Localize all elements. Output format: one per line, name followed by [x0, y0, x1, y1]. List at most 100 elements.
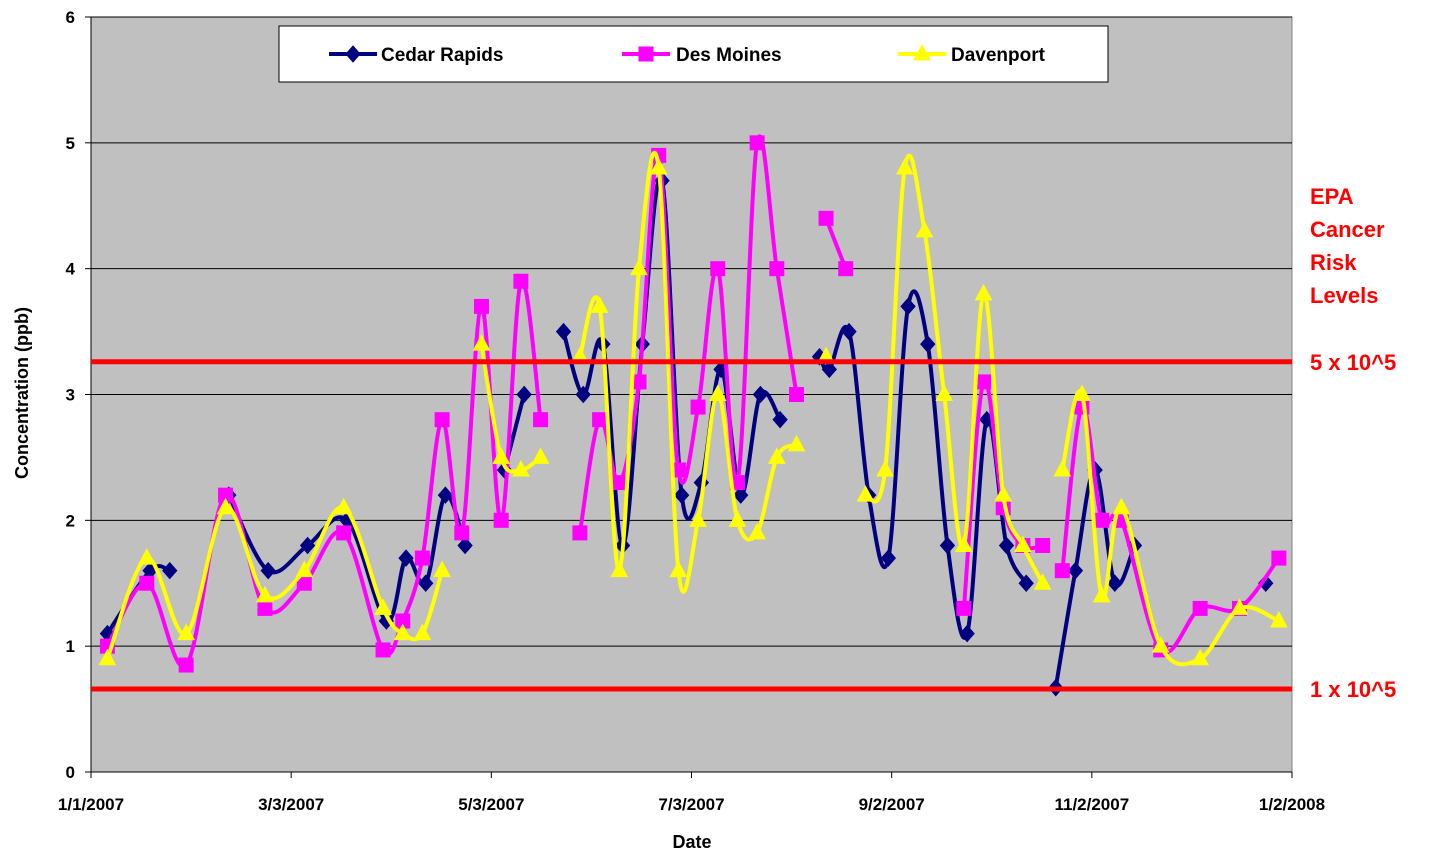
- data-point-cedar-rapids: [457, 536, 473, 555]
- data-point-cedar-rapids: [920, 335, 936, 353]
- data-point-davenport: [334, 497, 353, 515]
- data-point-des-moines: [572, 525, 588, 541]
- data-point-davenport: [974, 283, 993, 301]
- legend-label-cedar-rapids: Cedar Rapids: [381, 45, 503, 66]
- legend-marker-des-moines: [638, 46, 654, 62]
- data-point-cedar-rapids: [516, 385, 532, 404]
- data-point-davenport: [1092, 585, 1111, 603]
- x-tick-label: 7/3/2007: [658, 795, 724, 814]
- data-point-des-moines: [1054, 563, 1070, 579]
- data-point-davenport: [1014, 535, 1032, 552]
- risk-level-label: 1 x 10^5: [1310, 677, 1396, 702]
- legend-marker-cedar-rapids: [345, 45, 361, 63]
- annotation-line-3: Risk: [1310, 250, 1357, 275]
- data-point-cedar-rapids: [1067, 561, 1084, 580]
- data-point-des-moines: [375, 642, 391, 658]
- data-point-des-moines: [1035, 538, 1051, 553]
- data-point-des-moines: [976, 374, 992, 390]
- data-point-des-moines: [178, 657, 194, 673]
- data-point-davenport: [492, 447, 511, 464]
- data-point-des-moines: [1094, 512, 1110, 528]
- data-point-davenport: [256, 585, 274, 603]
- data-point-des-moines: [513, 273, 529, 289]
- data-point-davenport: [748, 522, 766, 540]
- data-point-davenport: [630, 258, 648, 276]
- data-point-des-moines: [139, 575, 155, 591]
- data-point-cedar-rapids: [939, 536, 956, 555]
- y-tick-label: 6: [66, 8, 75, 27]
- data-point-cedar-rapids: [162, 561, 178, 580]
- data-point-davenport: [955, 535, 973, 552]
- data-point-des-moines: [818, 210, 834, 226]
- y-tick-label: 5: [66, 134, 75, 153]
- data-point-davenport: [472, 334, 491, 351]
- data-point-davenport: [1053, 459, 1072, 477]
- legend-box: [278, 25, 1109, 83]
- data-point-davenport: [512, 459, 530, 477]
- data-point-cedar-rapids: [555, 322, 572, 341]
- data-point-davenport: [413, 623, 432, 641]
- annotation-line-1: EPA: [1310, 184, 1354, 209]
- data-point-davenport: [915, 220, 934, 238]
- x-tick-label: 11/2/2007: [1054, 795, 1129, 814]
- series-lines: [98, 134, 1288, 697]
- data-point-des-moines: [473, 298, 489, 314]
- data-point-des-moines: [1192, 600, 1208, 616]
- data-point-cedar-rapids: [841, 322, 857, 341]
- series-davenport: [98, 150, 1288, 667]
- data-point-des-moines: [1271, 550, 1287, 566]
- x-tick-label: 3/3/2007: [258, 795, 324, 814]
- data-point-davenport: [590, 296, 609, 313]
- y-tick-label: 1: [66, 637, 75, 656]
- series-line-davenport: [479, 343, 542, 474]
- data-point-des-moines: [493, 512, 509, 528]
- x-tick-label: 1/2/2008: [1259, 795, 1325, 814]
- data-point-des-moines: [257, 600, 273, 616]
- data-point-davenport: [177, 623, 195, 641]
- y-tick-label: 4: [66, 260, 76, 279]
- data-point-davenport: [876, 459, 894, 477]
- data-point-des-moines: [434, 412, 450, 428]
- data-point-davenport: [1112, 497, 1131, 515]
- data-point-des-moines: [611, 475, 627, 491]
- data-point-davenport: [295, 560, 314, 578]
- x-tick-label: 1/1/2007: [58, 795, 124, 814]
- data-point-des-moines: [690, 399, 706, 415]
- legend-marker-davenport: [913, 43, 931, 61]
- data-point-davenport: [1151, 636, 1170, 653]
- data-point-cedar-rapids: [1107, 574, 1123, 593]
- data-point-des-moines: [749, 135, 765, 151]
- data-point-davenport: [1230, 598, 1249, 615]
- data-point-cedar-rapids: [880, 549, 897, 567]
- data-point-davenport: [935, 384, 954, 401]
- data-point-des-moines: [710, 261, 726, 277]
- data-point-cedar-rapids: [959, 624, 975, 643]
- annotation-line-2: Cancer: [1310, 217, 1385, 242]
- y-tick-label: 2: [66, 511, 75, 530]
- data-point-des-moines: [454, 525, 470, 541]
- risk-level-label: 5 x 10^5: [1310, 350, 1396, 375]
- x-tick-label: 9/2/2007: [859, 795, 925, 814]
- epa-annotation: EPA Cancer Risk Levels: [1310, 184, 1385, 308]
- data-point-cedar-rapids: [900, 297, 916, 316]
- data-point-des-moines: [769, 261, 785, 277]
- data-point-des-moines: [414, 550, 430, 566]
- data-point-des-moines: [533, 412, 549, 428]
- legend-label-des-moines: Des Moines: [676, 45, 782, 66]
- data-point-davenport: [433, 560, 451, 578]
- data-point-davenport: [1033, 573, 1052, 590]
- data-point-davenport: [649, 157, 668, 175]
- data-point-des-moines: [592, 412, 608, 428]
- data-point-cedar-rapids: [418, 574, 434, 593]
- data-point-cedar-rapids: [260, 561, 276, 580]
- x-tick-label: 5/3/2007: [458, 795, 524, 814]
- data-point-davenport: [1073, 384, 1091, 401]
- annotation-line-4: Levels: [1310, 283, 1379, 308]
- data-point-des-moines: [336, 525, 352, 541]
- data-point-davenport: [610, 560, 629, 578]
- data-point-cedar-rapids: [998, 536, 1015, 555]
- data-point-davenport: [689, 510, 707, 527]
- y-axis-label: Concentration (ppb): [12, 307, 32, 479]
- data-point-cedar-rapids: [1018, 574, 1034, 593]
